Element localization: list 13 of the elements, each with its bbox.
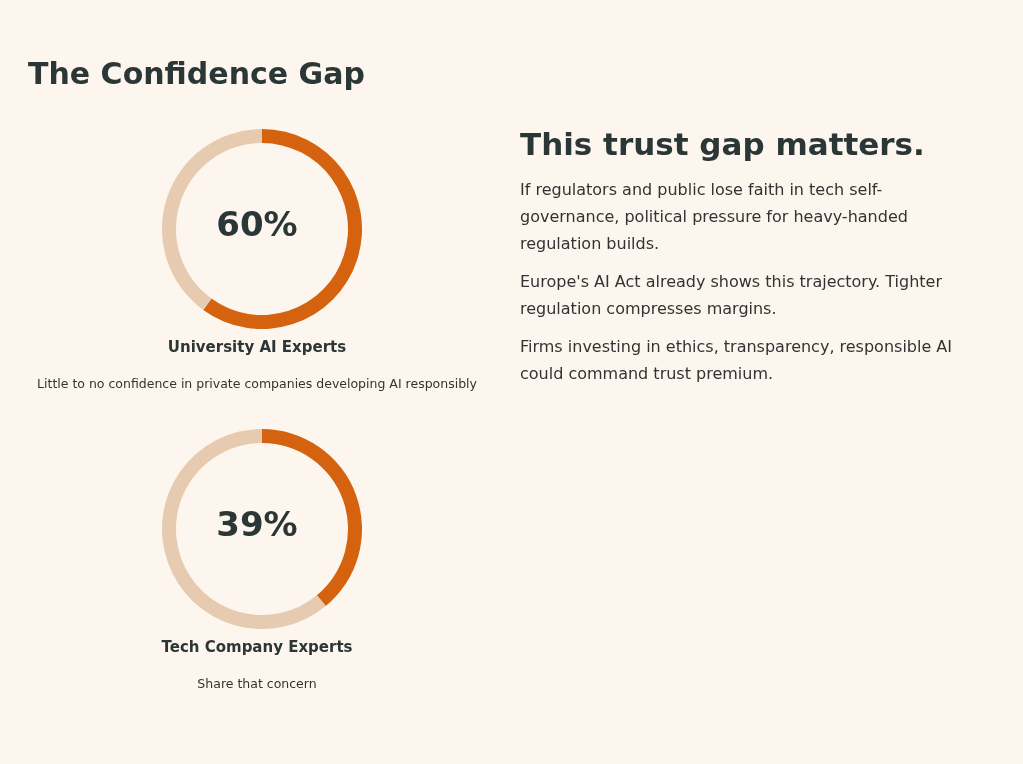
chart-title: The Confidence Gap <box>28 56 365 91</box>
donut-slice <box>203 129 362 329</box>
text: Little to no confidence in private companies developing AI responsibly <box>36 376 478 391</box>
text: Firms investing in ethics, transparency, responsible AI could command trust premium. <box>520 336 953 385</box>
text: 60% <box>215 204 299 244</box>
text: If regulators and public lose faith in tech self-governance, political pressure for heavy-handed regulation builds. <box>520 179 909 255</box>
text: University AI Experts <box>166 338 348 356</box>
text: 39% <box>215 504 299 544</box>
text: Europe's AI Act already shows this trajectory. Tighter regulation compresses margins. <box>520 271 943 320</box>
text: This trust gap matters. <box>520 126 926 162</box>
donut-slice <box>162 429 326 629</box>
text: Share that concern <box>196 676 318 691</box>
text: Tech Company Experts <box>160 638 354 656</box>
